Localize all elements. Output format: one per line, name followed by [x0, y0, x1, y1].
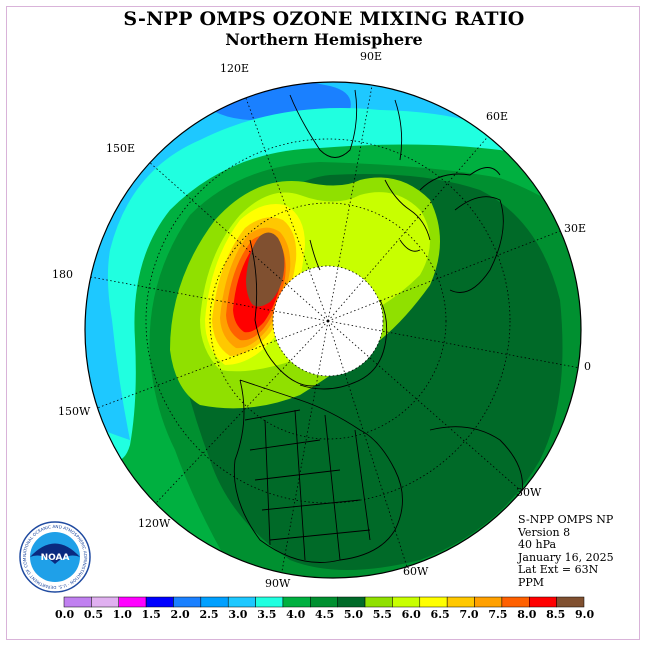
colorbar-tick-label: 4.0 [286, 608, 306, 621]
lon-label-0: 0 [584, 360, 591, 373]
colorbar-tick-label: 9.0 [575, 608, 595, 621]
colorbar-tick-label: 7.5 [488, 608, 508, 621]
lon-label-30w: 30W [516, 486, 542, 499]
band-9.0 [246, 232, 285, 307]
lon-label-150e: 150E [106, 142, 136, 155]
info-lat-ext: Lat Ext = 63N [518, 563, 599, 577]
map-title: S-NPP OMPS OZONE MIXING RATIO [123, 8, 525, 30]
colorbar-tick-label: 3.5 [257, 608, 277, 621]
map-boundary [84, 81, 582, 579]
colorbar-tick-label: 3.0 [228, 608, 248, 621]
info-product: S-NPP OMPS NP [518, 513, 614, 526]
lon-label-120w: 120W [138, 517, 171, 530]
colorbar-tick-label: 0.5 [83, 608, 104, 621]
info-units: PPM [518, 575, 545, 589]
map-subtitle: Northern Hemisphere [225, 30, 423, 49]
colorbar-tick-label: 5.5 [372, 608, 392, 621]
colorbar-tick-label: 6.0 [401, 608, 421, 621]
colorbar-tick-label: 8.0 [517, 608, 537, 621]
colorbar-tick-label: 1.0 [112, 608, 132, 621]
figure-frame [6, 6, 640, 640]
colorbar-tick-label: 6.5 [430, 608, 450, 621]
noaa-logo-text: NOAA [41, 553, 70, 563]
colorbar-tick-label: 1.5 [141, 608, 161, 621]
noaa-logo: NOAA NATIONAL OCEANIC AND ATMOSPHERIC AD… [18, 520, 91, 593]
info-version: Version 8 [518, 525, 571, 539]
ozone-field [85, 82, 581, 578]
info-date: January 16, 2025 [518, 550, 614, 564]
coastlines [233, 89, 523, 563]
lon-label-30e: 30E [564, 222, 587, 235]
colorbar-tick-label: 5.0 [343, 608, 364, 621]
colorbar-tick-label: 2.5 [199, 608, 219, 621]
lon-label-150w: 150W [58, 405, 91, 418]
lon-label-60e: 60E [486, 110, 509, 123]
colorbar-tick-label: 0.0 [55, 608, 75, 621]
lon-label-180: 180 [52, 268, 73, 281]
colorbar-tick-label: 7.0 [459, 608, 479, 621]
colorbar-tick-label: 8.5 [546, 608, 566, 621]
lon-label-90w: 90W [265, 577, 291, 590]
lon-label-60w: 60W [403, 565, 429, 578]
info-block: S-NPP OMPS NP Version 8 40 hPa January 1… [518, 513, 614, 590]
info-level: 40 hPa [518, 538, 557, 552]
graticule [85, 82, 581, 578]
lon-label-90e: 90E [360, 50, 383, 63]
colorbar-tick-label: 2.0 [170, 608, 190, 621]
lon-label-120e: 120E [220, 62, 250, 75]
colorbar-tick-label: 4.5 [315, 608, 335, 621]
